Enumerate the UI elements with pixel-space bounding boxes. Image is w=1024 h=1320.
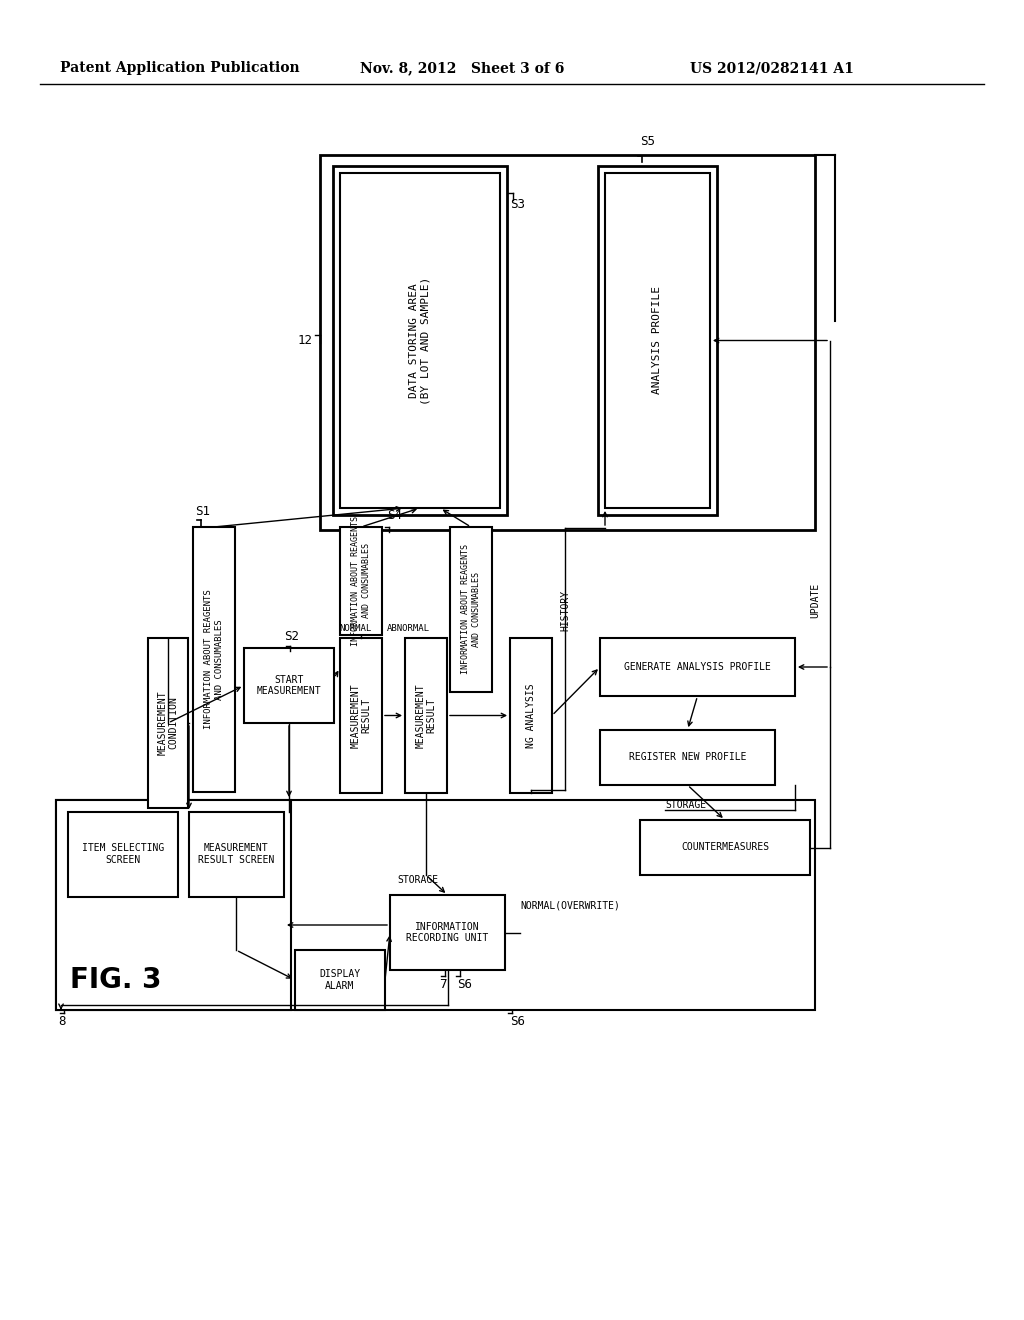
Text: UPDATE: UPDATE	[810, 582, 820, 618]
Text: MEASUREMENT
CONDITION: MEASUREMENT CONDITION	[158, 690, 179, 755]
Bar	[390, 895, 505, 970]
Text: GENERATE ANALYSIS PROFILE: GENERATE ANALYSIS PROFILE	[624, 663, 771, 672]
Bar	[193, 527, 234, 792]
Bar	[605, 173, 710, 508]
Text: MEASUREMENT
RESULT: MEASUREMENT RESULT	[415, 684, 437, 748]
Text: S4: S4	[387, 510, 402, 521]
Text: DATA STORING AREA
(BY LOT AND SAMPLE): DATA STORING AREA (BY LOT AND SAMPLE)	[410, 276, 431, 405]
Text: S6: S6	[510, 1015, 525, 1028]
Text: INFORMATION ABOUT REAGENTS
AND CONSUMABLES: INFORMATION ABOUT REAGENTS AND CONSUMABL…	[205, 590, 223, 730]
Text: ABNORMAL: ABNORMAL	[387, 624, 430, 634]
Text: US 2012/0282141 A1: US 2012/0282141 A1	[690, 61, 854, 75]
Text: INFORMATION ABOUT REAGENTS
AND CONSUMABLES: INFORMATION ABOUT REAGENTS AND CONSUMABL…	[351, 516, 371, 645]
Text: S6: S6	[458, 978, 472, 991]
Text: 12: 12	[298, 334, 313, 346]
Text: COUNTERMEASURES: COUNTERMEASURES	[681, 842, 769, 853]
Bar	[340, 527, 382, 635]
Text: REGISTER NEW PROFILE: REGISTER NEW PROFILE	[629, 752, 746, 763]
Text: ITEM SELECTING
SCREEN: ITEM SELECTING SCREEN	[82, 843, 164, 865]
Text: INFORMATION ABOUT REAGENTS
AND CONSUMABLES: INFORMATION ABOUT REAGENTS AND CONSUMABL…	[461, 544, 480, 675]
Bar	[450, 527, 492, 692]
Text: STORAGE: STORAGE	[397, 875, 438, 884]
Bar	[333, 166, 507, 515]
Text: INFORMATION
RECORDING UNIT: INFORMATION RECORDING UNIT	[407, 921, 488, 944]
Bar	[56, 800, 815, 1010]
Text: Nov. 8, 2012   Sheet 3 of 6: Nov. 8, 2012 Sheet 3 of 6	[360, 61, 564, 75]
Text: 7: 7	[438, 978, 446, 991]
Text: NORMAL(OVERWRITE): NORMAL(OVERWRITE)	[520, 900, 620, 909]
Text: Patent Application Publication: Patent Application Publication	[60, 61, 300, 75]
Text: S3: S3	[510, 198, 525, 211]
Text: DISPLAY
ALARM: DISPLAY ALARM	[319, 969, 360, 991]
Bar	[56, 800, 291, 1010]
Text: NG ANALYSIS: NG ANALYSIS	[526, 684, 536, 748]
Bar	[319, 154, 815, 531]
Bar	[600, 638, 795, 696]
Text: START
MEASUREMENT: START MEASUREMENT	[257, 675, 322, 697]
Bar	[244, 648, 334, 723]
Text: FIG. 3: FIG. 3	[70, 966, 162, 994]
Text: MEASUREMENT
RESULT: MEASUREMENT RESULT	[350, 684, 372, 748]
Bar	[340, 638, 382, 793]
Bar	[68, 812, 178, 898]
Bar	[598, 166, 717, 515]
Text: MEASUREMENT
RESULT SCREEN: MEASUREMENT RESULT SCREEN	[198, 843, 274, 865]
Bar	[148, 638, 188, 808]
Text: STORAGE: STORAGE	[665, 800, 707, 810]
Bar	[406, 638, 447, 793]
Text: 8: 8	[58, 1015, 66, 1028]
Text: S1: S1	[195, 506, 210, 517]
Bar	[295, 950, 385, 1010]
Text: ANALYSIS PROFILE: ANALYSIS PROFILE	[652, 286, 663, 395]
Bar	[189, 812, 284, 898]
Bar	[600, 730, 775, 785]
Text: HISTORY: HISTORY	[560, 590, 570, 631]
Text: S2: S2	[284, 630, 299, 643]
Text: NORMAL: NORMAL	[340, 624, 372, 634]
Bar	[340, 173, 500, 508]
Bar	[640, 820, 810, 875]
Text: S5: S5	[640, 135, 655, 148]
Bar	[510, 638, 552, 793]
